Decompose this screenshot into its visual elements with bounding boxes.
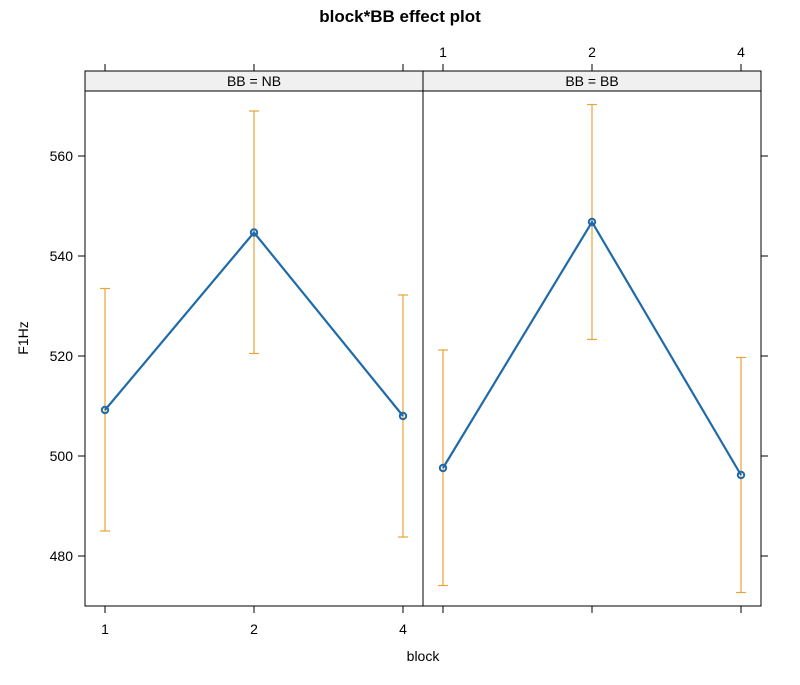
fit-point — [736, 470, 746, 480]
chart-title: block*BB effect plot — [319, 7, 481, 26]
y-tick-label: 480 — [50, 548, 74, 564]
fit-point — [100, 405, 110, 415]
fit-point — [587, 217, 597, 227]
fit-point — [249, 228, 259, 237]
y-tick-label: 500 — [50, 448, 74, 464]
x-tick-label: 1 — [439, 44, 447, 60]
panel-2: BB = BB 1 2 4 — [422, 44, 768, 613]
x-tick-label: 2 — [588, 44, 596, 60]
x-tick-label: 4 — [737, 44, 745, 60]
panel-strip-label: BB = NB — [227, 73, 281, 89]
fit-line — [104, 230, 404, 417]
x-axis-label: block — [407, 648, 441, 664]
y-tick-label: 520 — [50, 348, 74, 364]
fit-line — [442, 219, 742, 476]
fit-point — [398, 411, 408, 421]
y-tick-label: 560 — [50, 148, 74, 164]
panels-layer: BB = NB 1 2 4 480 500 520 540 560 BB = BB 1 2 4 — [50, 44, 768, 637]
fit-point — [438, 463, 448, 473]
y-axis-label: F1Hz — [15, 321, 31, 354]
panel-strip-label: BB = BB — [565, 73, 618, 89]
x-tick-label: 1 — [101, 621, 109, 637]
panel-1: BB = NB 1 2 4 480 500 520 540 560 — [50, 64, 424, 637]
x-tick-label: 4 — [399, 621, 407, 637]
y-tick-label: 540 — [50, 248, 74, 264]
x-tick-label: 2 — [250, 621, 258, 637]
